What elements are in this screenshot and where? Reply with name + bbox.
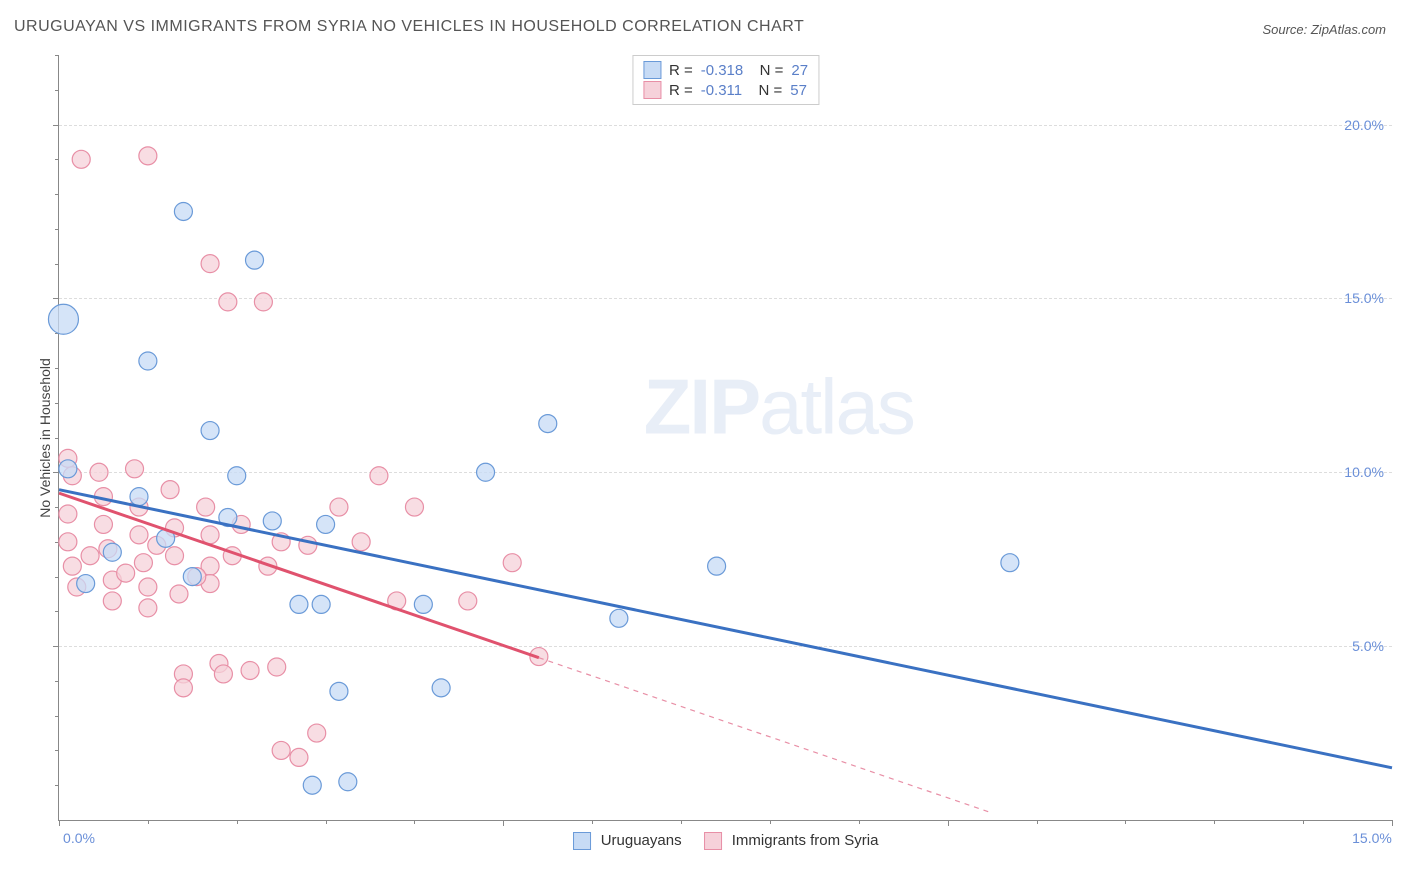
swatch-b (643, 81, 661, 99)
chart-title: URUGUAYAN VS IMMIGRANTS FROM SYRIA NO VE… (14, 18, 804, 36)
stats-row-a: R = -0.318 N = 27 (643, 61, 808, 79)
legend-item-b: Immigrants from Syria (704, 832, 879, 850)
x-tick-label: 15.0% (1352, 830, 1392, 846)
n-value-a: 27 (791, 62, 808, 79)
stats-legend-box: R = -0.318 N = 27 R = -0.311 N = 57 (632, 55, 819, 105)
r-label-b: R = (669, 82, 693, 99)
legend-swatch-a (573, 832, 591, 850)
bottom-legend: Uruguayans Immigrants from Syria (573, 832, 879, 850)
r-label-a: R = (669, 62, 693, 79)
r-value-a: -0.318 (701, 62, 744, 79)
legend-label-a: Uruguayans (601, 832, 682, 849)
stats-row-b: R = -0.311 N = 57 (643, 81, 808, 99)
scatter-svg (59, 55, 1392, 820)
legend-label-b: Immigrants from Syria (732, 832, 879, 849)
legend-swatch-b (704, 832, 722, 850)
chart-container: No Vehicles in Household ZIPatlas 5.0%10… (14, 55, 1392, 857)
r-value-b: -0.311 (701, 82, 742, 99)
x-tick-label: 0.0% (63, 830, 95, 846)
n-value-b: 57 (790, 82, 807, 99)
n-label-b: N = (750, 82, 782, 99)
legend-item-a: Uruguayans (573, 832, 682, 850)
plot-area: No Vehicles in Household ZIPatlas 5.0%10… (58, 55, 1392, 821)
y-axis-label: No Vehicles in Household (37, 358, 53, 518)
source-attribution: Source: ZipAtlas.com (1262, 22, 1386, 37)
n-label-a: N = (751, 62, 783, 79)
swatch-a (643, 61, 661, 79)
